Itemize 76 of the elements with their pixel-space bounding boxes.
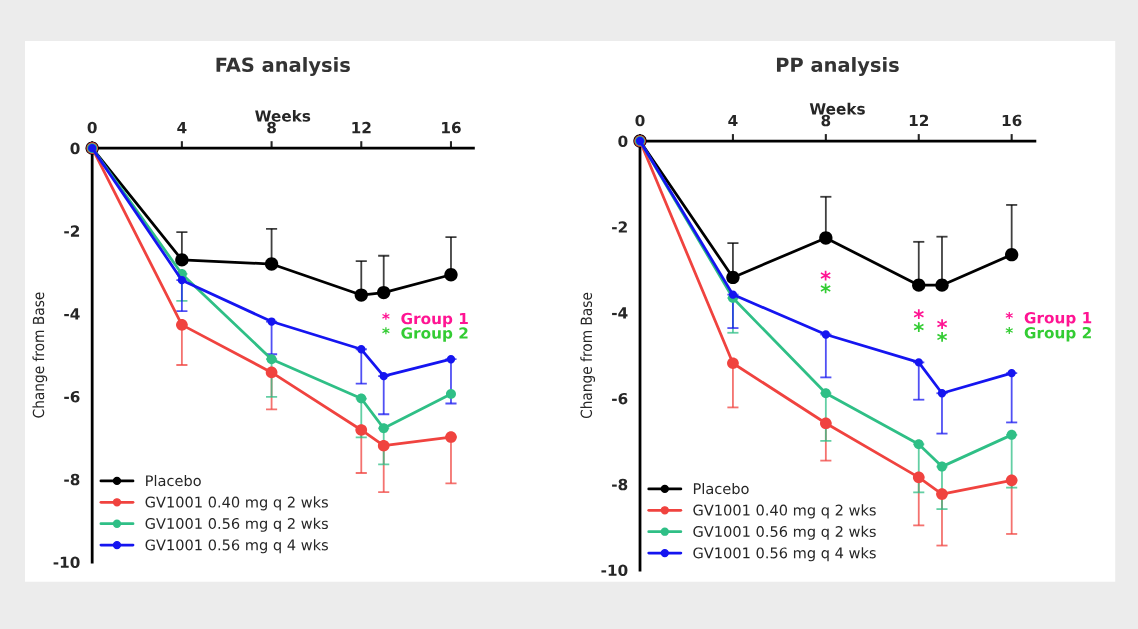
point	[819, 231, 833, 245]
point	[378, 423, 389, 434]
annotation: * Group 1	[382, 312, 468, 328]
point	[1005, 248, 1019, 262]
y-tick-label: -6	[64, 390, 80, 403]
annotation: *	[820, 283, 831, 294]
point	[820, 388, 831, 399]
legend-label: GV1001 0.56 mg q 2 wks	[145, 517, 328, 532]
point	[355, 424, 368, 436]
y-tick-label: -2	[64, 225, 80, 237]
x-tick-label: 16	[442, 121, 461, 134]
point	[936, 461, 947, 472]
point	[177, 275, 187, 285]
point	[726, 270, 740, 285]
point	[175, 253, 189, 267]
point	[936, 488, 948, 500]
legend-label: GV1001 0.56 mg q 4 wks	[693, 547, 876, 562]
y-tick-label: 0	[70, 142, 80, 155]
point	[912, 471, 925, 484]
y-tick-label: -10	[601, 564, 628, 577]
point	[356, 393, 367, 404]
point	[727, 357, 739, 370]
y-tick-label: -10	[53, 556, 80, 569]
x-axis-title: Weeks	[255, 109, 311, 122]
annotation: *	[913, 309, 924, 320]
annotation: *	[820, 270, 831, 281]
point	[1006, 429, 1017, 440]
x-tick-label: 0	[87, 121, 97, 134]
annotation: * Group 1	[1005, 311, 1092, 327]
x-tick-label: 12	[909, 114, 929, 127]
legend-label: Placebo	[693, 482, 749, 495]
point	[1007, 368, 1016, 378]
point	[354, 288, 368, 302]
y-tick-label: -4	[612, 307, 628, 319]
x-axis-title: Weeks	[809, 102, 865, 115]
point	[445, 388, 456, 399]
y-tick-label: -4	[64, 308, 80, 320]
legend-label: GV1001 0.40 mg q 2 wks	[145, 496, 328, 511]
y-tick-label: -8	[612, 478, 628, 491]
y-tick-label: -6	[612, 392, 628, 405]
annotation: * Group 2	[382, 327, 468, 342]
point	[377, 439, 390, 452]
point	[912, 278, 926, 292]
x-tick-label: 4	[177, 122, 187, 134]
y-axis-title: Change from Base	[580, 292, 596, 419]
legend-label: Placebo	[146, 474, 201, 487]
x-tick-label: 16	[1002, 114, 1022, 127]
point	[266, 354, 277, 365]
x-tick-label: 4	[728, 114, 738, 127]
chart-title: PP analysis	[776, 57, 899, 76]
x-tick-label: 0	[635, 114, 645, 127]
point	[265, 366, 278, 379]
legend-label: GV1001 0.56 mg q 4 wks	[145, 539, 328, 554]
point	[913, 439, 924, 450]
legend-label: GV1001 0.56 mg q 2 wks	[693, 525, 876, 540]
y-tick-label: -8	[64, 473, 80, 486]
annotation: *	[913, 322, 924, 332]
point	[377, 285, 391, 300]
point	[444, 268, 458, 282]
x-tick-label: 8	[821, 114, 831, 127]
chart-title: FAS analysis	[216, 57, 350, 76]
annotation: * Group 2	[1005, 326, 1091, 342]
legend-label: GV1001 0.40 mg q 2 wks	[693, 504, 876, 519]
point	[820, 417, 832, 430]
x-tick-label: 12	[352, 121, 371, 134]
point	[264, 257, 279, 271]
y-tick-label: 0	[618, 135, 628, 148]
point	[176, 319, 188, 331]
point	[935, 278, 949, 292]
annotation: *	[937, 319, 948, 329]
y-tick-label: -2	[612, 221, 627, 233]
point	[445, 431, 457, 443]
annotation: *	[937, 332, 948, 342]
point	[1005, 474, 1018, 487]
x-tick-label: 8	[267, 121, 276, 134]
y-axis-title: Change from Base	[32, 292, 48, 418]
